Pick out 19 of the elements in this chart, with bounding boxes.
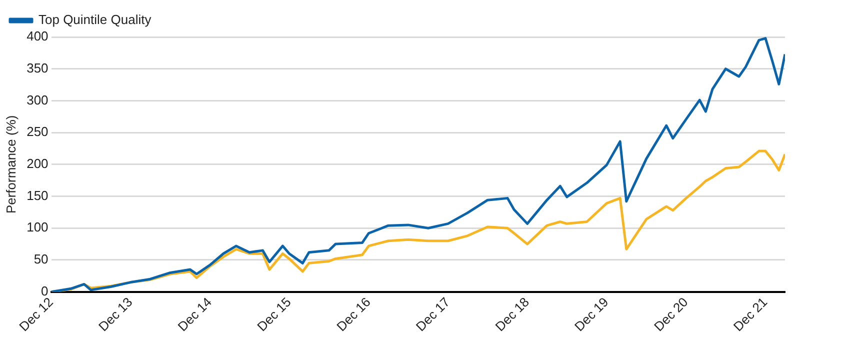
- y-tick-label: 400: [26, 28, 48, 44]
- y-tick-label: 50: [34, 252, 48, 267]
- legend-label: Top Quintile Quality: [38, 12, 152, 28]
- y-axis-title: Performance (%): [3, 115, 18, 214]
- y-tick-label: 100: [26, 220, 48, 235]
- x-tick-label: Dec 16: [334, 294, 374, 334]
- x-tick-label: Dec 18: [492, 294, 532, 334]
- x-tick-label: Dec 13: [96, 294, 136, 334]
- y-tick-label: 250: [26, 124, 48, 140]
- y-tick-label: 150: [26, 188, 48, 203]
- x-tick-label: Dec 20: [651, 294, 691, 334]
- x-tick-label: Dec 17: [412, 294, 453, 334]
- y-tick-label: 300: [26, 92, 48, 108]
- y-tick-label: 200: [26, 156, 48, 171]
- y-tick-label: 350: [26, 60, 48, 76]
- x-tick-label: Dec 21: [730, 294, 770, 334]
- x-tick-label: Dec 19: [572, 294, 612, 334]
- x-tick-label: Dec 15: [254, 294, 294, 334]
- x-tick-label: Dec 14: [174, 294, 215, 334]
